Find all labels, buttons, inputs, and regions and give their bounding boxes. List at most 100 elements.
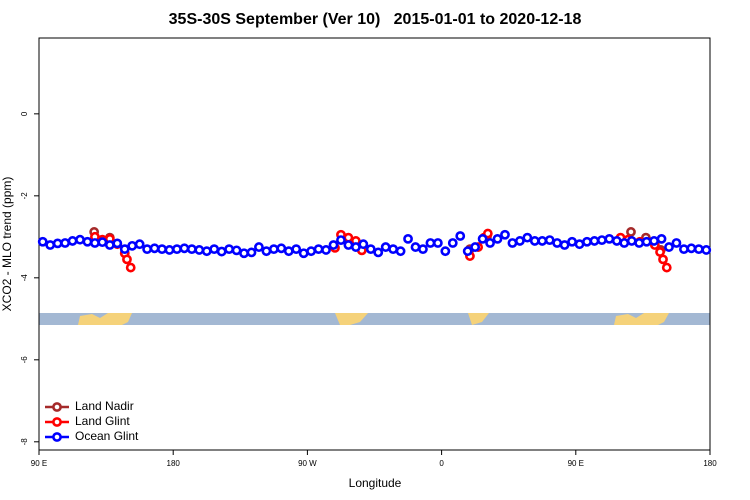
data-point (365, 244, 376, 255)
data-point (268, 244, 279, 255)
data-point (254, 242, 264, 252)
data-point (447, 238, 458, 248)
map-strip (39, 313, 710, 325)
data-point (224, 244, 235, 255)
y-tick-label: -2 (20, 192, 29, 200)
data-point (470, 242, 481, 252)
data-point (693, 244, 704, 255)
data-point (418, 244, 428, 255)
data-point (619, 238, 630, 248)
data-point (485, 238, 495, 248)
data-point (306, 246, 317, 257)
data-point (492, 233, 503, 244)
y-tick-label: -8 (20, 438, 29, 446)
data-point (350, 242, 361, 252)
data-point (611, 236, 622, 246)
data-point (410, 242, 421, 252)
data-point (125, 262, 136, 273)
data-point (336, 235, 346, 246)
data-point (641, 236, 652, 247)
data-point (90, 238, 100, 248)
y-axis-label: XCO2 - MLO trend (ppm) (0, 177, 14, 312)
data-point (298, 248, 309, 259)
data-point (209, 244, 220, 255)
data-point (604, 233, 615, 244)
data-point (626, 236, 637, 246)
data-point (52, 238, 63, 249)
legend-label: Land Glint (75, 414, 130, 428)
data-point (82, 236, 93, 247)
data-point (358, 239, 369, 250)
x-tick-label: 180 (703, 459, 717, 468)
data-point (462, 246, 473, 257)
data-point (589, 236, 600, 246)
data-point (582, 236, 592, 247)
data-point (45, 240, 56, 250)
data-point (388, 244, 399, 255)
data-point (634, 238, 645, 248)
data-point (477, 233, 488, 244)
land-patch (614, 313, 669, 325)
data-point (671, 238, 682, 248)
data-point (500, 229, 510, 240)
data-point (112, 238, 123, 249)
data-point (321, 245, 331, 255)
data-point (656, 233, 667, 244)
data-point (425, 238, 436, 248)
data-point (403, 233, 413, 244)
ocean-band (39, 313, 710, 325)
x-tick-label: 90 E (568, 459, 584, 468)
data-point (455, 231, 466, 241)
data-point (172, 244, 182, 255)
data-point (283, 246, 294, 257)
data-point (60, 238, 70, 248)
data-point (97, 237, 108, 248)
data-point (104, 240, 115, 250)
legend-marker (52, 432, 62, 442)
data-point (134, 239, 145, 250)
data-point (686, 243, 697, 254)
data-point (343, 240, 354, 250)
data-point (239, 248, 249, 259)
data-point (149, 243, 160, 254)
data-point (626, 227, 636, 237)
legend-marker (52, 417, 62, 427)
data-point (432, 238, 443, 248)
legend-label: Ocean Glint (75, 429, 139, 443)
data-point (395, 246, 406, 257)
data-point (514, 236, 525, 246)
data-point (552, 238, 563, 248)
x-tick-label: 90 W (298, 459, 317, 468)
x-tick-label: 90 E (31, 459, 47, 468)
data-point (186, 244, 197, 255)
data-point (157, 244, 167, 255)
data-point (216, 246, 227, 257)
x-tick-label: 180 (167, 459, 181, 468)
data-point (328, 240, 339, 250)
data-point (537, 236, 548, 246)
data-point (661, 262, 672, 273)
data-point (482, 228, 493, 239)
y-tick-label: -6 (20, 356, 29, 364)
data-point (440, 246, 451, 257)
data-point (37, 236, 48, 247)
data-point (179, 243, 190, 254)
y-tick-label: -4 (20, 274, 29, 282)
data-point (194, 245, 205, 255)
x-axis-label: Longitude (349, 476, 402, 490)
data-point (701, 245, 712, 255)
data-point (67, 236, 78, 246)
land-patch (335, 313, 368, 325)
data-point (664, 242, 674, 252)
data-point (567, 236, 577, 247)
data-point (75, 234, 85, 245)
land-patch (78, 313, 132, 325)
data-point (246, 247, 257, 258)
data-point (231, 245, 242, 256)
data-point (522, 232, 533, 243)
data-point (313, 244, 324, 255)
x-tick-label: 0 (439, 459, 444, 468)
data-point (201, 246, 212, 257)
data-point (380, 242, 391, 252)
data-point (261, 246, 272, 257)
